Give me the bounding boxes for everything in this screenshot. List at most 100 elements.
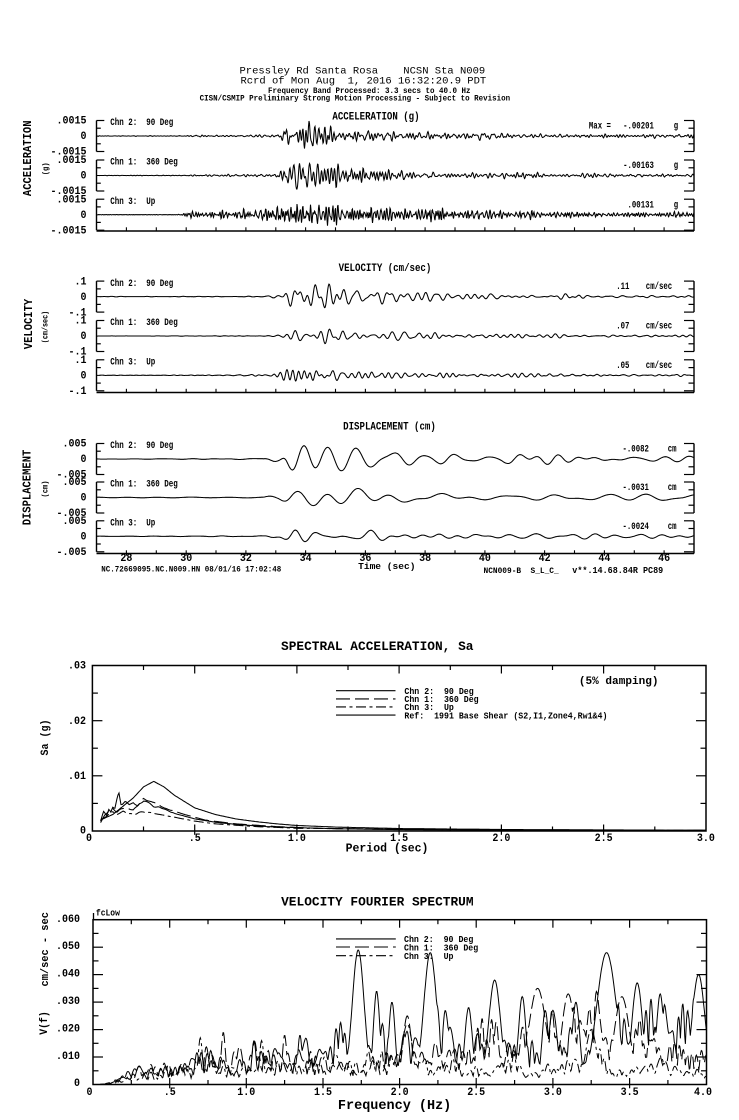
svg-text:Chn 1: 360 Deg: Chn 1: 360 Deg — [110, 479, 178, 491]
svg-text:3.0: 3.0 — [544, 1087, 562, 1099]
svg-text:30: 30 — [180, 553, 192, 565]
svg-text:40: 40 — [479, 553, 491, 565]
svg-text:36: 36 — [359, 553, 371, 565]
svg-text:4.0: 4.0 — [694, 1087, 712, 1099]
svg-text:-.1: -.1 — [69, 307, 87, 319]
svg-text:.0015: .0015 — [57, 116, 87, 128]
svg-text:0: 0 — [81, 493, 87, 505]
svg-text:Chn 3: Up: Chn 3: Up — [404, 703, 454, 713]
svg-text:g: g — [674, 122, 678, 133]
svg-text:-.0082: -.0082 — [623, 445, 649, 456]
svg-text:NC.72669095.NC.N009.HN 08/01/1: NC.72669095.NC.N009.HN 08/01/16 17:02:48 — [101, 566, 281, 575]
svg-text:-.005: -.005 — [57, 470, 87, 482]
svg-text:-.005: -.005 — [57, 547, 87, 559]
svg-text:0: 0 — [81, 292, 87, 304]
svg-text:-.0015: -.0015 — [51, 147, 87, 159]
svg-text:0: 0 — [87, 1087, 93, 1099]
svg-text:.03: .03 — [68, 660, 86, 672]
svg-text:38: 38 — [419, 553, 431, 565]
svg-text:Chn 2: 90 Deg: Chn 2: 90 Deg — [404, 935, 473, 945]
svg-text:-.005: -.005 — [57, 508, 87, 520]
svg-text:Pressley Rd Santa Rosa NCSN: Pressley Rd Santa Rosa NCSN Sta N009 — [240, 66, 486, 78]
svg-text:Ref: 1991 Base Shear (S2,I1,Z: Ref: 1991 Base Shear (S2,I1,Zone4,Rw1&4) — [404, 711, 607, 721]
svg-text:0: 0 — [81, 131, 87, 143]
svg-text:0: 0 — [86, 833, 92, 845]
svg-text:0: 0 — [74, 1078, 80, 1090]
svg-text:Chn 3: Up: Chn 3: Up — [110, 357, 155, 369]
svg-text:ACCELERATION: ACCELERATION — [21, 121, 35, 197]
svg-text:Chn 3: Up: Chn 3: Up — [110, 196, 155, 208]
svg-text:0: 0 — [81, 171, 87, 183]
svg-text:0: 0 — [81, 371, 87, 383]
svg-text:-.0031: -.0031 — [623, 483, 649, 494]
svg-text:DISPLACEMENT (cm): DISPLACEMENT (cm) — [343, 422, 436, 434]
svg-text:Chn 1: 360 Deg: Chn 1: 360 Deg — [404, 943, 478, 953]
svg-text:44: 44 — [598, 553, 610, 565]
svg-text:34: 34 — [300, 553, 312, 565]
svg-text:ACCELERATION (g): ACCELERATION (g) — [332, 112, 419, 124]
svg-text:.005: .005 — [63, 477, 87, 489]
svg-text:cm: cm — [668, 522, 677, 533]
svg-text:DISPLACEMENT: DISPLACEMENT — [21, 450, 35, 526]
svg-text:Frequency Band Processed: 3.3: Frequency Band Processed: 3.3 secs to 40… — [268, 87, 471, 96]
svg-text:46: 46 — [658, 553, 670, 565]
svg-text:Chn 2: 90 Deg: Chn 2: 90 Deg — [110, 440, 173, 452]
svg-text:0: 0 — [80, 826, 86, 838]
svg-text:.020: .020 — [56, 1023, 80, 1035]
svg-text:-.0015: -.0015 — [51, 186, 87, 198]
svg-text:Chn 2: 90 Deg: Chn 2: 90 Deg — [404, 687, 473, 697]
svg-text:2.0: 2.0 — [391, 1087, 409, 1099]
svg-text:.1: .1 — [75, 316, 87, 328]
svg-text:.11: .11 — [616, 282, 629, 293]
svg-text:1.0: 1.0 — [237, 1087, 255, 1099]
svg-text:-.1: -.1 — [69, 386, 87, 398]
svg-text:VELOCITY: VELOCITY — [22, 298, 36, 349]
svg-text:Frequency (Hz): Frequency (Hz) — [338, 1099, 451, 1114]
svg-text:.0015: .0015 — [57, 194, 87, 206]
svg-text:0: 0 — [81, 454, 87, 466]
svg-text:(g): (g) — [42, 162, 51, 175]
svg-text:cm/sec - sec: cm/sec - sec — [40, 912, 52, 986]
svg-text:1.5: 1.5 — [314, 1087, 332, 1099]
svg-text:.5: .5 — [164, 1087, 176, 1099]
svg-text:.07: .07 — [616, 322, 629, 333]
svg-text:32: 32 — [240, 553, 252, 565]
svg-text:fcLow: fcLow — [96, 909, 121, 919]
svg-text:2.0: 2.0 — [492, 833, 510, 845]
svg-text:.005: .005 — [63, 439, 87, 451]
svg-text:(cm/sec): (cm/sec) — [41, 311, 50, 343]
svg-text:28: 28 — [120, 553, 132, 565]
svg-text:-.00201: -.00201 — [623, 122, 654, 133]
svg-text:cm/sec: cm/sec — [646, 360, 672, 372]
svg-text:.5: .5 — [189, 833, 201, 845]
svg-text:Chn 2: 90 Deg: Chn 2: 90 Deg — [110, 278, 173, 290]
svg-text:0: 0 — [81, 210, 87, 222]
svg-text:3.5: 3.5 — [621, 1087, 639, 1099]
svg-text:2.5: 2.5 — [595, 833, 613, 845]
svg-text:v**.14.68.84R PC89: v**.14.68.84R PC89 — [572, 566, 663, 576]
svg-text:-.0024: -.0024 — [623, 522, 649, 533]
svg-text:g: g — [674, 161, 678, 172]
svg-text:0: 0 — [81, 331, 87, 343]
svg-text:0: 0 — [81, 532, 87, 544]
svg-text:VELOCITY FOURIER SPECTRUM: VELOCITY FOURIER SPECTRUM — [281, 895, 474, 910]
svg-text:3.0: 3.0 — [697, 833, 715, 845]
svg-text:(cm): (cm) — [41, 480, 50, 497]
svg-text:g: g — [674, 200, 678, 211]
svg-text:SPECTRAL ACCELERATION, Sa: SPECTRAL ACCELERATION, Sa — [281, 639, 474, 654]
svg-text:Time (sec): Time (sec) — [358, 561, 415, 572]
svg-text:.01: .01 — [68, 771, 86, 783]
svg-text:-.0015: -.0015 — [51, 225, 87, 237]
svg-text:.010: .010 — [56, 1051, 80, 1063]
svg-text:.02: .02 — [68, 716, 86, 728]
svg-text:.1: .1 — [75, 355, 87, 367]
svg-text:.00131: .00131 — [628, 200, 654, 211]
svg-text:cm: cm — [668, 445, 677, 456]
svg-text:1.5: 1.5 — [390, 833, 408, 845]
svg-text:NCN009-B S_L_C_: NCN009-B S_L_C_ — [484, 567, 559, 576]
svg-text:.0015: .0015 — [57, 155, 87, 167]
svg-text:Chn 3: Up: Chn 3: Up — [110, 518, 155, 530]
svg-text:Sa (g): Sa (g) — [40, 720, 52, 756]
svg-text:-.1: -.1 — [69, 347, 87, 359]
svg-text:.040: .040 — [56, 969, 80, 981]
